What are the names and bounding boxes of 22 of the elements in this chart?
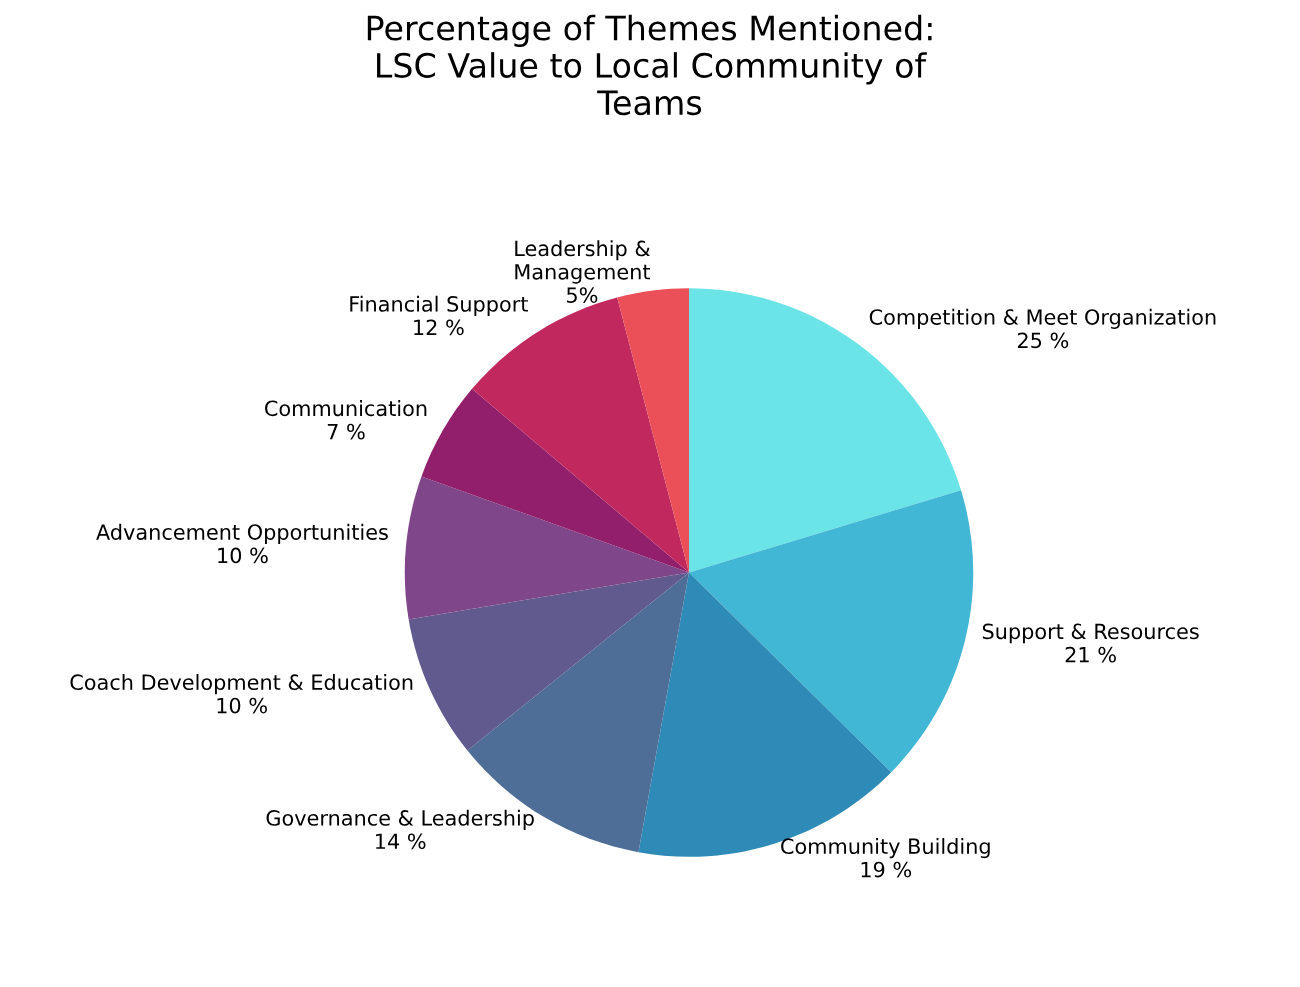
pie-slice xyxy=(689,490,974,773)
pie-slice xyxy=(404,476,689,620)
data-label: 12 % xyxy=(414,319,464,336)
data-label: 14 % xyxy=(376,833,426,850)
slice-label: Advancement Opportunities xyxy=(96,523,388,544)
slice-label: Governance & Leadership xyxy=(266,809,534,830)
data-label: 19 % xyxy=(861,861,912,878)
data-label: 21 % xyxy=(1065,646,1116,663)
slice-label: Community Building xyxy=(781,837,990,859)
data-label: 7 % xyxy=(327,423,365,440)
slice-label: Competition & Meet Organization xyxy=(869,308,1216,329)
chart-title: Percentage of Themes Mentioned: LSC Value to Local Community of Teams xyxy=(367,14,932,116)
data-label: 10 % xyxy=(217,697,267,714)
data-label: 25 % xyxy=(1017,332,1069,349)
slice-label: Leadership & Management xyxy=(515,240,651,284)
data-label: 10 % xyxy=(218,547,268,564)
slice-label: Support & Resources xyxy=(982,623,1199,644)
slice-label: Communication xyxy=(265,400,427,417)
data-label: 5% xyxy=(567,287,598,303)
pie-slice xyxy=(617,288,689,573)
slice-label: Financial Support xyxy=(350,295,528,316)
slice-label: Coach Development & Education xyxy=(70,673,413,695)
